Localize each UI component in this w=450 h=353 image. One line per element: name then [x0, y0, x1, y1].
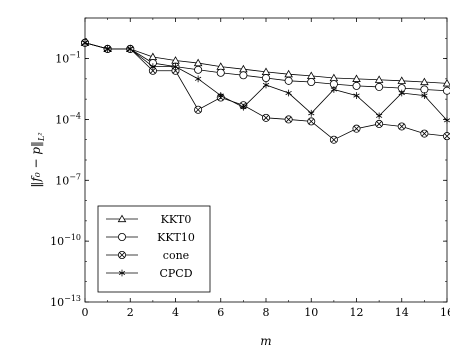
legend-box [97, 205, 211, 293]
legend-marker-kkt10 [118, 232, 127, 241]
y-axis-label: ‖f₀ − p‖L² [29, 132, 46, 187]
point-cone [148, 66, 157, 75]
point-cone [194, 105, 203, 114]
axes: 0 2 4 6 8 10 12 14 16 10−13 10−10 10−7 10−4 10−1 m ‖f₀ … [29, 17, 450, 348]
x-tick-label: 6 [217, 306, 224, 319]
point-cone [307, 117, 316, 126]
point-kkt0 [148, 52, 158, 61]
point-cpcd [443, 116, 450, 124]
point-cone [443, 132, 450, 141]
y-tick-label: 10−13 [50, 294, 81, 309]
point-kkt0 [193, 58, 203, 67]
legend-label-kkt0: KKT0 [161, 213, 192, 226]
point-kkt0 [397, 76, 407, 84]
point-kkt10 [216, 68, 225, 77]
x-tick-label: 4 [172, 306, 179, 319]
point-kkt10 [443, 86, 450, 95]
point-cone [284, 115, 293, 124]
point-cpcd [217, 92, 224, 99]
point-cone-cross [444, 133, 450, 139]
y-tick-label: 10−1 [55, 51, 81, 66]
point-cone-cross [331, 136, 337, 143]
point-cpcd [149, 63, 157, 71]
point-cone [261, 113, 270, 122]
point-cpcd [421, 92, 428, 99]
point-cpcd [330, 86, 338, 93]
x-tick-label: 2 [127, 306, 134, 319]
point-cone [397, 122, 406, 131]
point-kkt10 [239, 71, 248, 80]
legend-label-cone: cone [163, 249, 189, 262]
point-cone-cross [353, 125, 360, 132]
point-cpcd [194, 75, 202, 83]
series-cpcd [81, 39, 450, 124]
point-cone-cross [308, 118, 315, 125]
point-cone-cross [376, 121, 382, 127]
point-cone-cross [285, 116, 292, 123]
point-cone-cross [421, 130, 428, 137]
y-tick-label: 10−4 [55, 111, 81, 126]
point-cone-cross [150, 67, 156, 74]
point-cpcd [375, 112, 383, 120]
x-tick-label: 8 [263, 306, 270, 319]
point-kkt0 [442, 78, 450, 87]
y-tick-label: 10−10 [50, 233, 81, 248]
point-cpcd [240, 103, 247, 111]
point-kkt0 [420, 77, 429, 86]
point-cpcd [104, 45, 111, 53]
point-kkt10 [284, 76, 293, 85]
x-tick-label: 16 [440, 306, 450, 319]
legend-marker-kkt0 [117, 214, 127, 223]
legend: KKT0 KKT10 cone CPCD [97, 205, 211, 293]
point-kkt10 [352, 81, 361, 90]
x-axis-label: m [260, 334, 271, 348]
x-tick-label: 0 [82, 306, 89, 319]
legend-entry-kkt10: KKT10 [106, 231, 195, 244]
point-cone-cross [263, 115, 269, 121]
point-cone [420, 129, 429, 138]
point-cpcd [81, 39, 89, 47]
legend-marker-cone-cross [119, 252, 125, 258]
point-cpcd [262, 81, 270, 89]
legend-entry-kkt0: KKT0 [106, 213, 191, 226]
point-kkt10 [375, 82, 384, 91]
series-layer [80, 38, 450, 144]
x-tick-label: 12 [350, 306, 364, 319]
point-cpcd [127, 45, 134, 53]
legend-marker-cpcd [118, 269, 126, 277]
legend-label-cpcd: CPCD [159, 267, 192, 280]
legend-entry-cone: cone [106, 249, 189, 262]
point-kkt10 [420, 85, 429, 94]
point-cone [375, 119, 384, 128]
point-kkt0 [352, 74, 361, 82]
point-kkt0 [374, 75, 384, 83]
point-kkt10 [307, 77, 316, 86]
point-cone-cross [195, 106, 201, 113]
y-tick-label: 10−7 [55, 172, 81, 187]
point-cone-cross [398, 123, 405, 130]
x-tick-label: 14 [395, 306, 409, 319]
point-cone [352, 124, 361, 133]
series-line-cone [84, 42, 448, 141]
point-kkt10 [261, 74, 270, 83]
series-cone [81, 38, 450, 144]
x-tick-label: 10 [304, 306, 318, 319]
point-cpcd [308, 109, 315, 117]
point-cone-cross [172, 67, 179, 74]
point-cpcd [285, 89, 292, 97]
point-cone [329, 135, 338, 144]
point-cpcd [172, 63, 179, 71]
legend-label-kkt10: KKT10 [157, 231, 195, 244]
legend-marker-cone [118, 250, 127, 259]
legend-entry-cpcd: CPCD [106, 267, 193, 280]
point-cpcd [353, 92, 360, 99]
point-kkt10 [194, 65, 203, 74]
point-cpcd [398, 89, 405, 97]
